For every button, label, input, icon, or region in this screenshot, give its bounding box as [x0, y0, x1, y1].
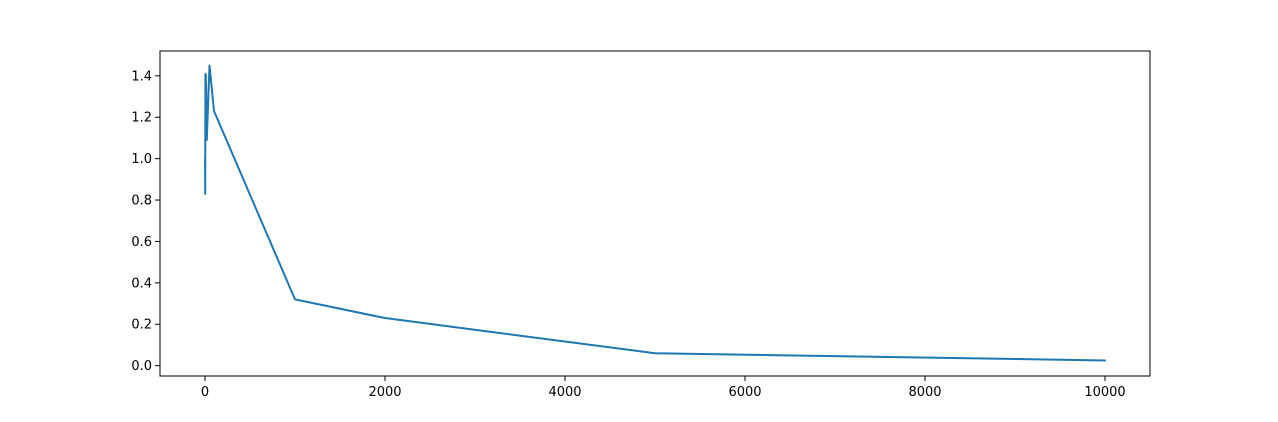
x-tick-label: 10000: [1084, 385, 1125, 400]
y-axis: 0.0 0.2 0.4 0.6 0.8 1.0 1.2 1.4: [131, 69, 160, 374]
y-tick-label: 1.2: [131, 111, 152, 126]
y-tick-label: 1.4: [131, 69, 152, 84]
x-tick-label: 8000: [908, 385, 941, 400]
x-tick-label: 6000: [728, 385, 761, 400]
y-tick-label: 0.8: [131, 194, 152, 209]
plot-area: [204, 64, 1107, 362]
series-line: [204, 64, 1107, 362]
y-tick-label: 0.4: [131, 276, 152, 291]
x-tick-label: 2000: [368, 385, 401, 400]
y-tick-label: 0.0: [131, 359, 152, 374]
x-tick-label: 4000: [548, 385, 581, 400]
y-tick-label: 1.0: [131, 152, 152, 167]
x-tick-label: 0: [201, 385, 209, 400]
axes-frame: [159, 50, 1151, 377]
x-axis: 0 2000 4000 6000 8000 10000: [201, 376, 1126, 400]
y-tick-label: 0.2: [131, 318, 152, 333]
y-tick-label: 0.6: [131, 235, 152, 250]
